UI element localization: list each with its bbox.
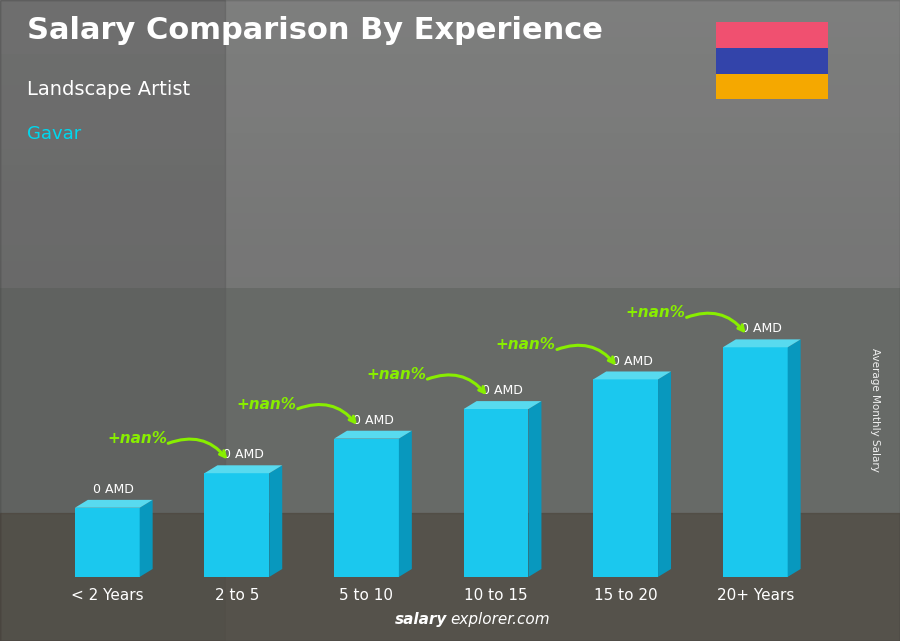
Polygon shape	[464, 401, 542, 409]
Text: +nan%: +nan%	[496, 337, 556, 353]
Bar	[0, 513, 900, 641]
Text: Salary Comparison By Experience: Salary Comparison By Experience	[27, 16, 603, 45]
Bar	[716, 74, 828, 99]
Bar	[723, 347, 788, 577]
Text: 0 AMD: 0 AMD	[94, 483, 134, 496]
Text: 0 AMD: 0 AMD	[223, 448, 264, 462]
Polygon shape	[593, 372, 671, 379]
Text: +nan%: +nan%	[107, 431, 167, 446]
Text: Landscape Artist: Landscape Artist	[27, 80, 190, 99]
Text: 0 AMD: 0 AMD	[353, 414, 393, 427]
Text: explorer.com: explorer.com	[450, 612, 550, 627]
Polygon shape	[658, 372, 671, 577]
Bar	[716, 48, 828, 74]
Text: 0 AMD: 0 AMD	[482, 384, 523, 397]
Bar	[464, 409, 528, 577]
Text: +nan%: +nan%	[626, 305, 686, 320]
Text: Gavar: Gavar	[27, 125, 81, 143]
Polygon shape	[334, 431, 412, 438]
Polygon shape	[204, 465, 283, 473]
Bar	[0, 0, 225, 641]
Text: +nan%: +nan%	[366, 367, 427, 382]
Text: 0 AMD: 0 AMD	[742, 322, 782, 335]
Polygon shape	[399, 431, 412, 577]
Polygon shape	[269, 465, 283, 577]
Text: salary: salary	[395, 612, 447, 627]
Bar	[334, 438, 399, 577]
Polygon shape	[788, 339, 801, 577]
Text: Average Monthly Salary: Average Monthly Salary	[870, 348, 880, 472]
Polygon shape	[528, 401, 542, 577]
Bar	[75, 508, 140, 577]
Text: 0 AMD: 0 AMD	[612, 354, 652, 367]
Bar	[716, 22, 828, 48]
Bar	[204, 473, 269, 577]
Polygon shape	[140, 500, 153, 577]
Text: +nan%: +nan%	[237, 397, 297, 412]
Bar	[593, 379, 658, 577]
Polygon shape	[723, 339, 801, 347]
Polygon shape	[75, 500, 153, 508]
